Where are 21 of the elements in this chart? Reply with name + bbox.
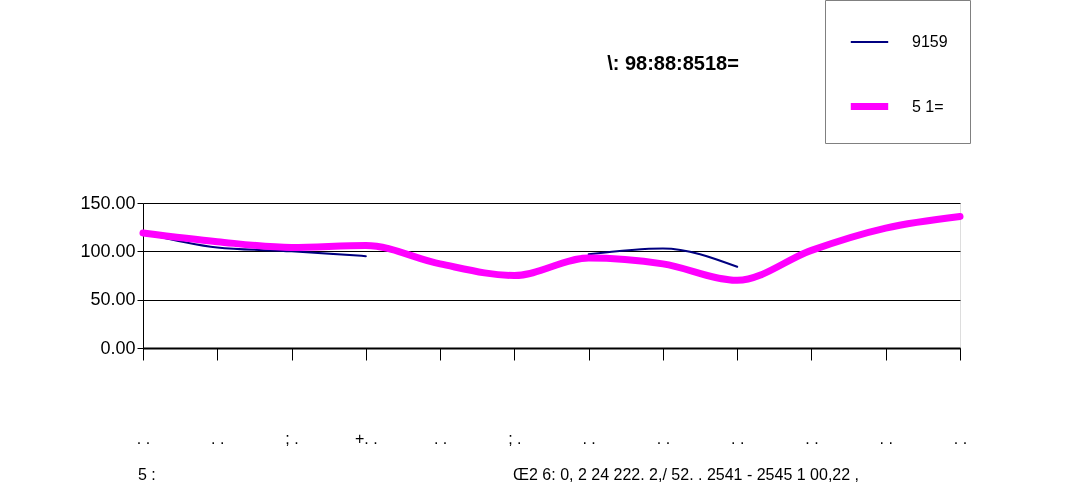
x-tick-label: . . <box>953 429 968 447</box>
legend-label: 9159 <box>912 33 948 50</box>
text: 5 : <box>138 466 156 483</box>
x-tick-label: +. . <box>354 429 378 447</box>
x-tick-label: . . <box>731 429 745 447</box>
x-tick-label: . . <box>582 429 596 447</box>
y-tick-label: 100.00 <box>80 240 136 261</box>
x-tick-label: . . <box>433 429 448 447</box>
x-tick-label: . . <box>805 429 819 447</box>
x-tick-label: . . <box>136 429 151 447</box>
x-tick-label: ; . <box>285 429 299 447</box>
text: Œ2 6: 0, 2 24 222. 2,/ 52. . 2541 - 2545 1 00,22 , <box>513 466 860 483</box>
x-tick-label: . . <box>211 429 225 447</box>
y-tick-label: 0.00 <box>100 337 136 358</box>
y-tick-label: 50.00 <box>90 289 136 310</box>
x-tick-label: . . <box>879 429 893 447</box>
chart-title: \: 98:88:8518= <box>607 52 739 74</box>
y-tick-label: 150.00 <box>80 192 136 213</box>
legend-label: 5 1= <box>912 97 944 115</box>
x-tick-label: . . <box>656 429 671 447</box>
x-tick-label: ; . <box>508 429 522 447</box>
